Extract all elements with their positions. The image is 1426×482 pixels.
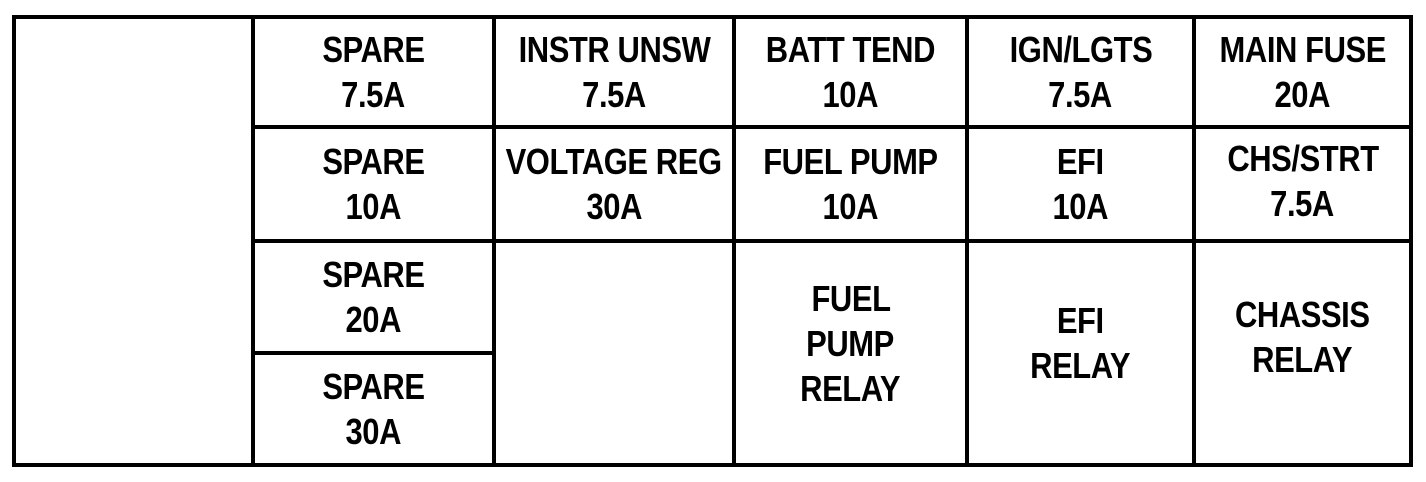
fuse-rating: 30A: [586, 186, 642, 227]
relay-cell: FUEL PUMP RELAY: [736, 243, 965, 443]
fuse-rating: 7.5A: [582, 74, 646, 115]
relay-label: CHASSIS: [1235, 294, 1370, 335]
fuse-name: SPARE: [322, 366, 425, 407]
relay-label: RELAY: [1252, 339, 1353, 380]
fuse-name: CHS/STRT: [1226, 138, 1379, 179]
fuse-name: SPARE: [322, 29, 425, 70]
fuse-cell: MAIN FUSE 20A: [1196, 19, 1409, 125]
fuse-cell: SPARE 30A: [255, 355, 492, 463]
fuse-rating: 7.5A: [1048, 74, 1113, 115]
relay-label: FUEL: [810, 277, 891, 319]
fuse-rating: 20A: [345, 299, 402, 340]
relay-label: RELAY: [1030, 345, 1131, 386]
divider: [251, 239, 1413, 243]
relay-cell: EFI RELAY: [969, 243, 1192, 443]
fuse-rating: 10A: [822, 74, 879, 115]
fuse-cell: VOLTAGE REG 30A: [496, 129, 732, 239]
fuse-cell: INSTR UNSW 7.5A: [496, 19, 732, 125]
fuse-name: SPARE: [322, 254, 425, 295]
fuse-name: IGN/LGTS: [1009, 29, 1152, 70]
fuse-rating: 10A: [822, 186, 879, 227]
fuse-rating: 7.5A: [341, 74, 406, 115]
fuse-name: FUEL PUMP: [763, 141, 938, 182]
fuse-cell: BATT TEND 10A: [736, 19, 965, 125]
relay-cell: CHASSIS RELAY: [1196, 243, 1409, 431]
fuse-name: EFI: [1057, 141, 1104, 182]
fuse-name: SPARE: [322, 141, 425, 182]
fuse-rating: 10A: [345, 186, 402, 227]
fuse-rating: 30A: [345, 411, 402, 452]
fuse-name: BATT TEND: [765, 29, 936, 70]
fuse-cell: EFI 10A: [969, 129, 1192, 239]
relay-label: PUMP: [806, 322, 895, 364]
relay-label: EFI: [1057, 300, 1104, 341]
fuse-rating: 10A: [1052, 186, 1109, 227]
divider: [251, 351, 496, 355]
fuse-cell: SPARE 10A: [255, 129, 492, 239]
fuse-cell: SPARE 20A: [255, 243, 492, 351]
fuse-cell: IGN/LGTS 7.5A: [969, 19, 1192, 125]
fuse-name: MAIN FUSE: [1219, 29, 1386, 70]
fuse-cell: CHS/STRT 7.5A: [1196, 129, 1409, 233]
fuse-name: INSTR UNSW: [518, 29, 710, 70]
relay-label: RELAY: [800, 367, 901, 409]
fuse-rating: 7.5A: [1270, 183, 1335, 224]
fuse-name: VOLTAGE REG: [505, 141, 723, 182]
fuse-cell: FUEL PUMP 10A: [736, 129, 965, 239]
divider: [251, 125, 1413, 129]
fuse-cell: SPARE 7.5A: [255, 19, 492, 125]
fuse-rating: 20A: [1274, 74, 1331, 115]
